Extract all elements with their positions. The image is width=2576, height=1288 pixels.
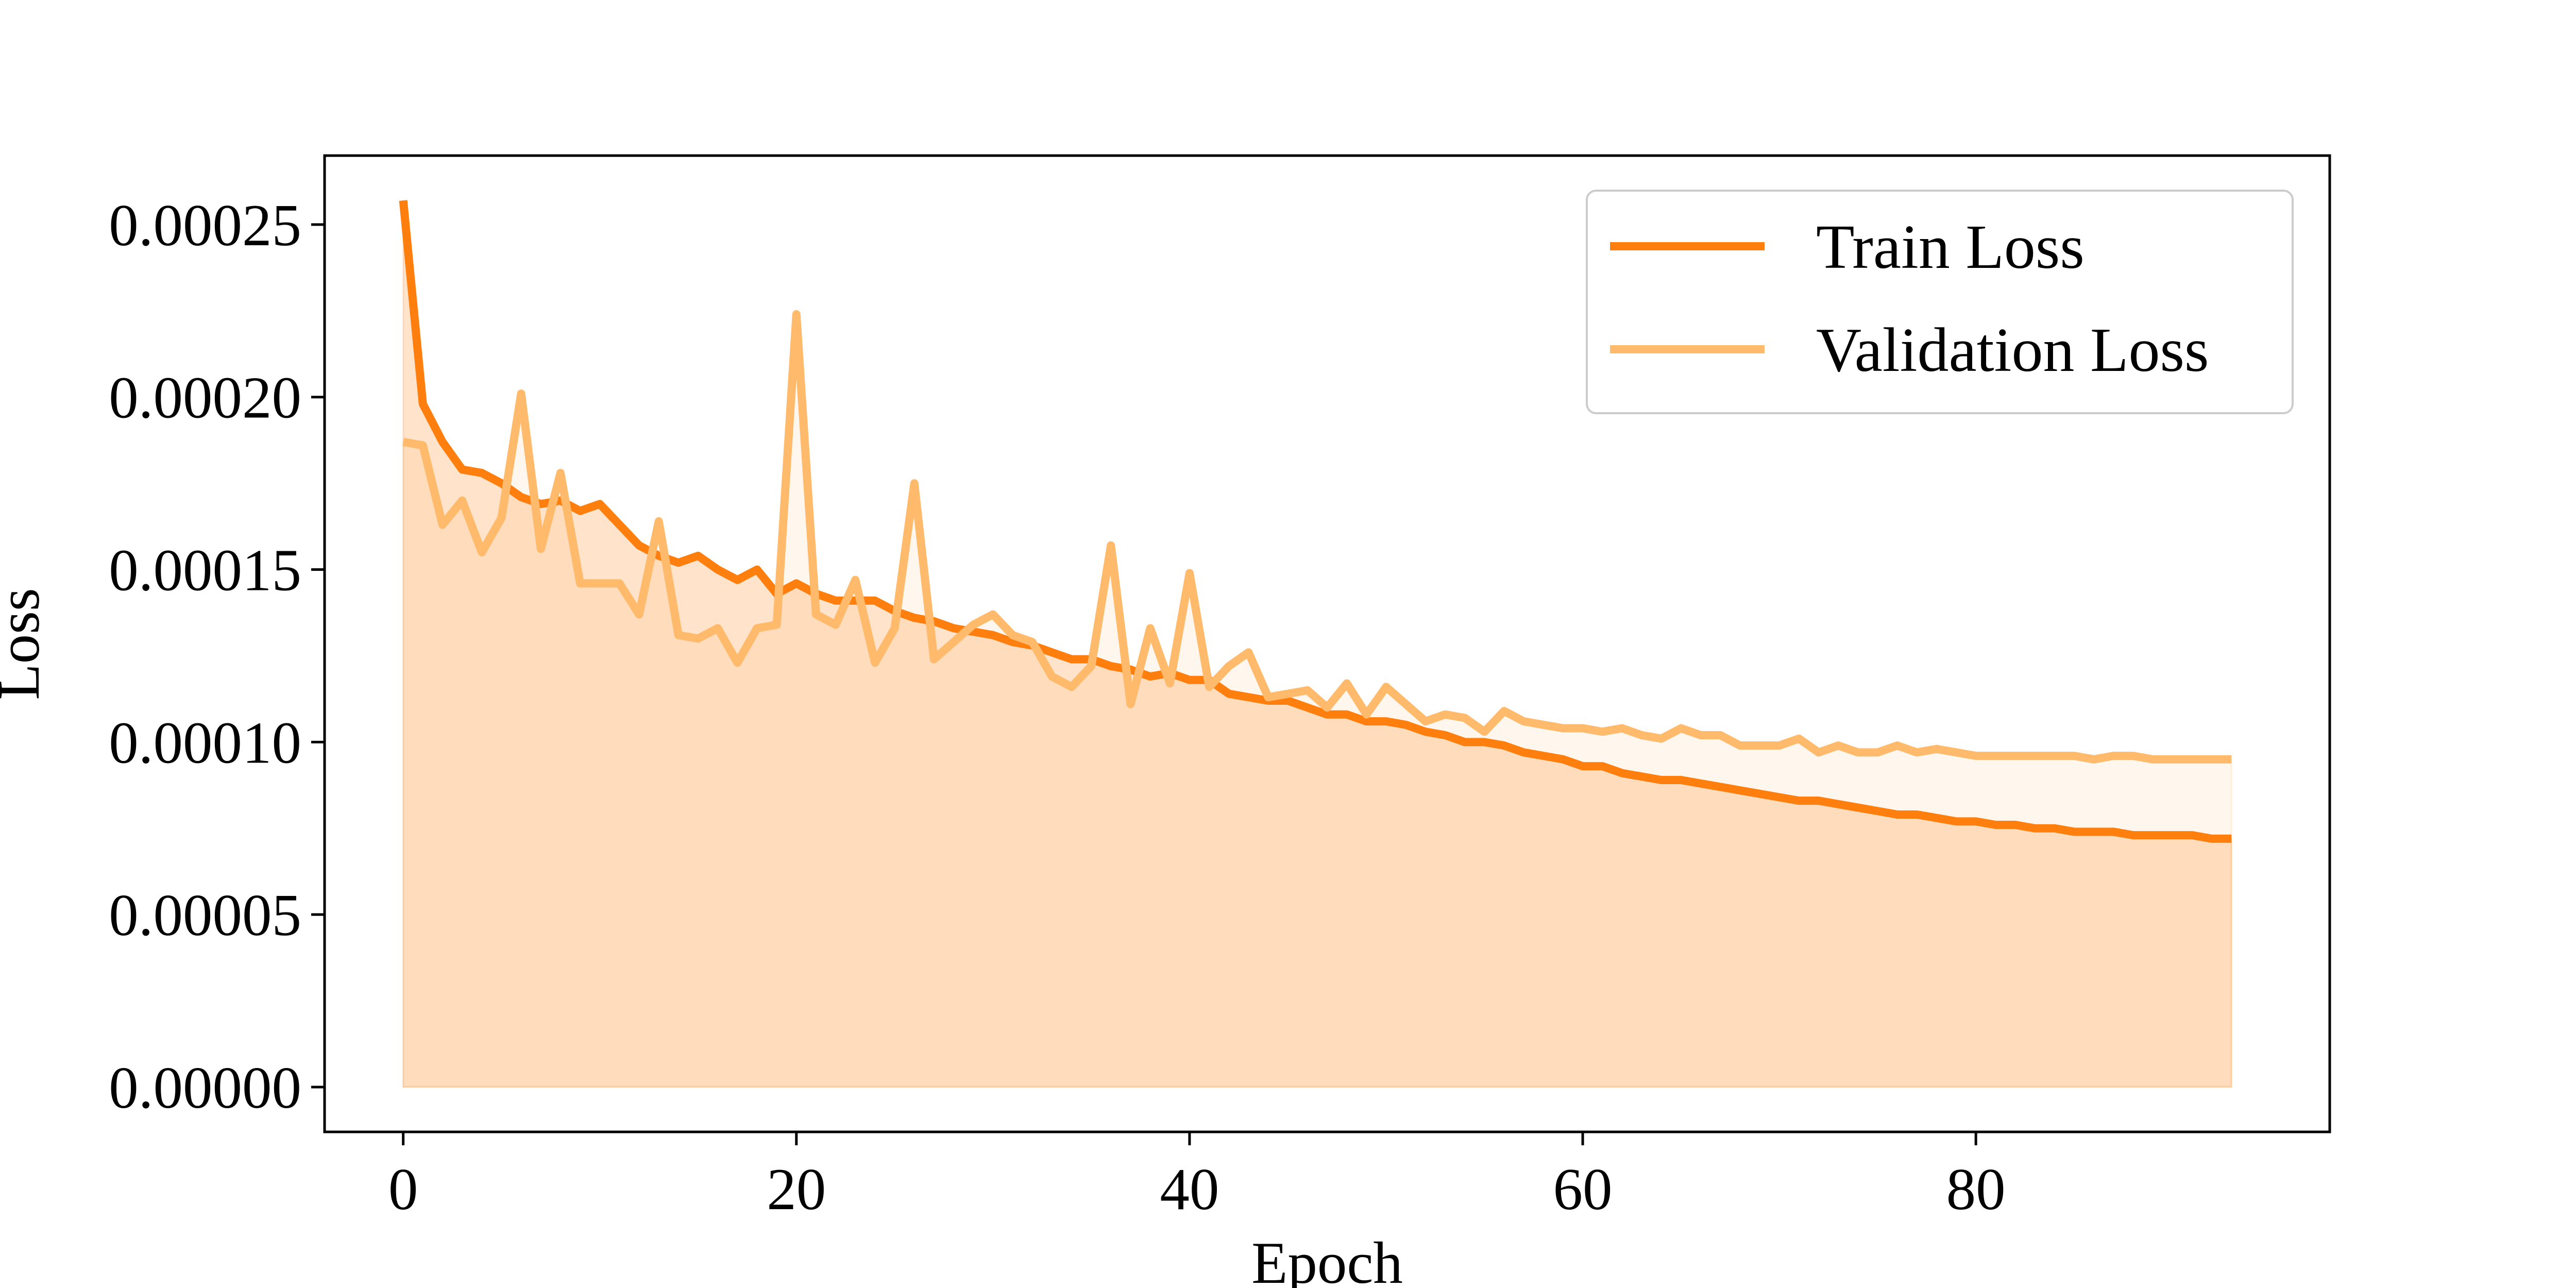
y-tick-label: 0.00000 [109,1055,301,1121]
y-tick-label: 0.00010 [109,710,301,775]
y-tick-label: 0.00015 [109,538,301,603]
y-tick-label: 0.00005 [109,883,301,948]
x-tick-label: 0 [388,1157,418,1222]
x-axis: 0 20 40 60 80 [388,1132,2006,1222]
series-line-validation [402,310,2232,764]
x-tick-label: 60 [1553,1157,1613,1222]
x-axis-title: Epoch [1251,1230,1403,1288]
x-tick-label: 80 [1946,1157,2006,1222]
x-tick-label: 40 [1160,1157,1219,1222]
legend: Train Loss Validation Loss [1586,190,2294,414]
y-tick-label: 0.00020 [109,365,301,431]
y-axis-title: Loss [0,588,52,700]
plot-frame [323,154,2331,1133]
y-tick-label: 0.00025 [109,193,301,258]
series-lines [399,200,2232,843]
legend-label-train: Train Loss [1816,212,2084,282]
series-line-train [399,200,2232,843]
y-axis: 0.00000 0.00005 0.00010 0.00015 0.00020 0.000… [109,193,325,1121]
x-tick-label: 20 [767,1157,826,1222]
legend-label-validation: Validation Loss [1816,315,2209,385]
